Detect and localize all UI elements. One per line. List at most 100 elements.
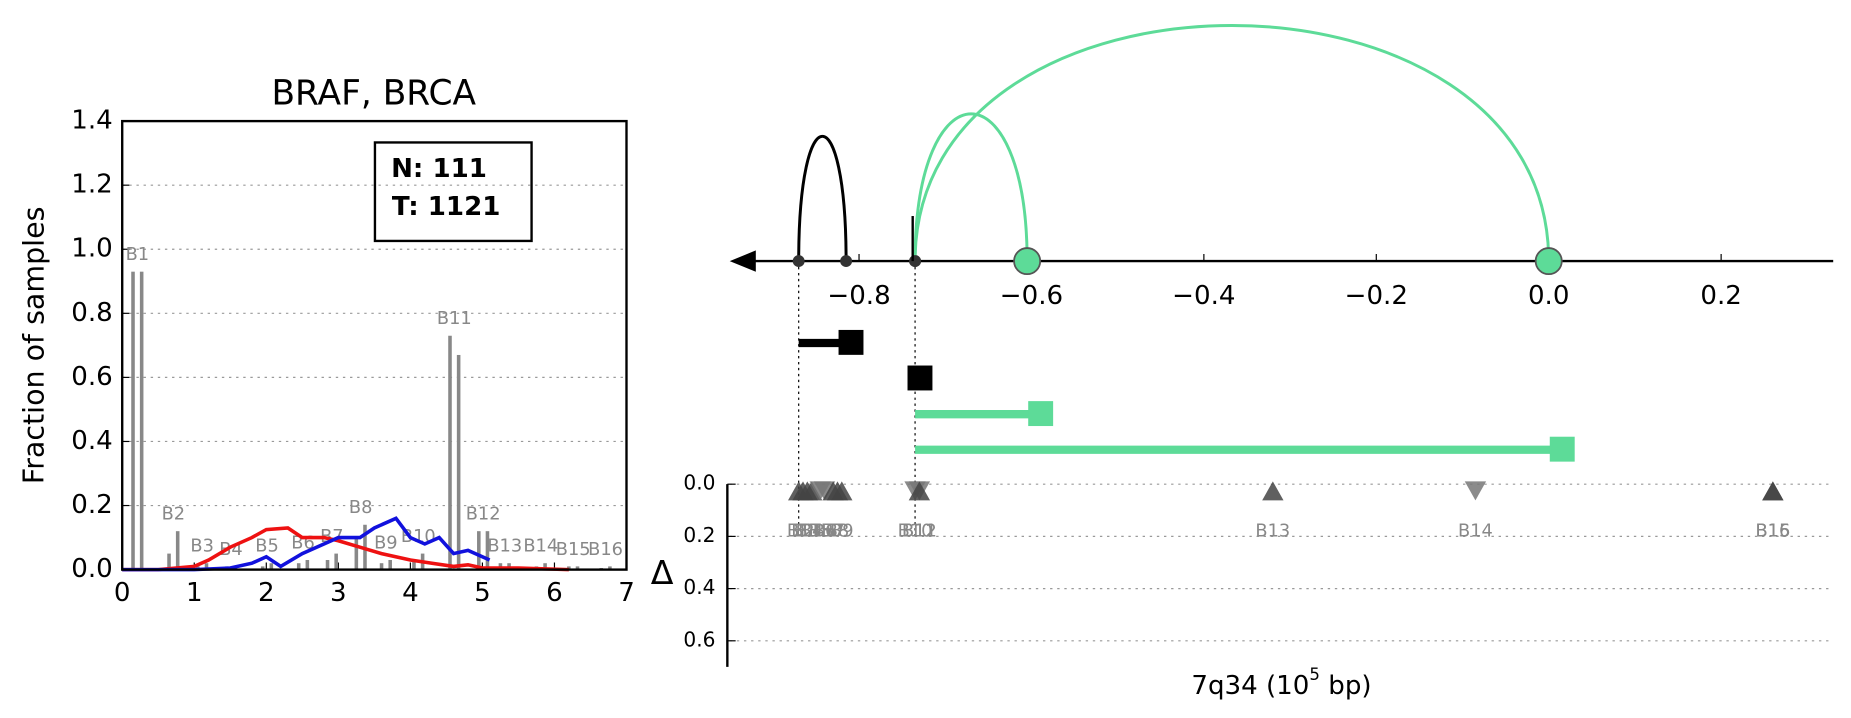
bar (354, 537, 359, 570)
x-tick-label: 0.0 (1528, 281, 1570, 311)
bar-label: B9 (374, 532, 398, 553)
line (122, 516, 491, 572)
annotation: T: 1121 (392, 192, 501, 222)
bar (334, 553, 338, 570)
bar (608, 566, 612, 570)
y-tick-label: 0.6 (71, 362, 113, 392)
marker-label: B13 (1255, 521, 1290, 542)
bar (139, 271, 144, 570)
marker-label: B12 (902, 521, 937, 542)
bar-label: B8 (349, 497, 373, 518)
x-tick-label: −0.8 (827, 281, 890, 311)
x-tick-label: −0.2 (1345, 281, 1408, 311)
delta-label: Δ (651, 553, 674, 592)
bar (575, 566, 580, 570)
y-tick-label: 0.2 (683, 523, 715, 547)
bar (379, 563, 384, 570)
bar-label: B12 (466, 504, 501, 525)
bar-label: B5 (255, 536, 279, 557)
right-x-label: 7q34 (105 bp) (1191, 665, 1371, 701)
x-tick-label: 5 (474, 578, 491, 608)
x-label-sup: 5 (1309, 665, 1320, 684)
arc-start (792, 255, 805, 268)
delta-marker (1262, 481, 1284, 501)
bar (388, 559, 392, 570)
marker-label: B2 (791, 521, 815, 542)
plot-frame (121, 119, 628, 571)
marker-label: B7 (821, 521, 845, 542)
y-tick-label: 1.4 (71, 106, 113, 136)
delta-marker (800, 481, 823, 501)
x-tick-label: 0 (114, 578, 131, 608)
marker-label: B5 (808, 521, 832, 542)
left-y-label: Fraction of samples (18, 207, 51, 485)
bar-label: B2 (162, 504, 186, 525)
x-label-part: 7q34 (10 (1191, 670, 1309, 700)
marker-label: B11 (902, 521, 937, 542)
bar (296, 563, 301, 570)
y-tick-label: 0.0 (71, 554, 113, 584)
marker-label: B16 (1755, 521, 1790, 542)
bar (543, 563, 547, 570)
arc-start (909, 255, 922, 268)
marker-label: B15 (1755, 521, 1790, 542)
delta-marker (908, 481, 931, 501)
bar (485, 531, 490, 570)
bar-label: B14 (523, 536, 558, 557)
arc-end (1534, 247, 1563, 276)
y-tick-label: 0.2 (71, 490, 113, 520)
bar (412, 559, 416, 570)
bar (204, 563, 209, 570)
bar (260, 566, 265, 570)
bar-label: B15 (556, 539, 591, 560)
y-tick-label: 0.4 (683, 575, 715, 599)
marker-label: B10 (898, 521, 933, 542)
bar-label: B1 (126, 244, 150, 265)
bar-label: B13 (487, 536, 522, 557)
annotation-box (373, 141, 533, 243)
bar (456, 354, 461, 570)
left-title: BRAF, BRCA (271, 73, 476, 113)
x-tick-label: 3 (330, 578, 347, 608)
y-tick-label: 1.2 (71, 170, 113, 200)
y-tick-label: 0.8 (71, 298, 113, 328)
x-label-part: bp) (1320, 670, 1372, 700)
x-tick-label: −0.4 (1172, 281, 1235, 311)
bar (325, 559, 330, 570)
delta-marker (813, 481, 836, 501)
x-tick-label: 2 (258, 578, 275, 608)
y-tick-label: 0.6 (683, 627, 715, 651)
bar (269, 563, 274, 570)
delta-marker (1762, 481, 1784, 501)
y-tick-label: 1.0 (71, 234, 113, 264)
arc (913, 23, 1551, 262)
x-tick-label: −0.6 (1000, 281, 1063, 311)
segment-end (907, 365, 933, 391)
arc (797, 134, 848, 262)
x-tick-label: 1 (186, 578, 203, 608)
segment-end (1549, 436, 1575, 462)
annotation: N: 111 (391, 154, 487, 184)
delta-marker (1464, 481, 1487, 501)
marker-label: B9 (830, 521, 854, 542)
x-tick-label: 4 (402, 578, 419, 608)
bar (167, 553, 171, 570)
marker-label: B8 (826, 521, 850, 542)
segment-end (1028, 401, 1054, 427)
x-tick-label: 6 (546, 578, 563, 608)
marker-label: B1 (787, 521, 811, 542)
marker-label: B4 (800, 521, 824, 542)
x-tick-label: 7 (618, 578, 635, 608)
bar (448, 335, 452, 570)
delta-marker (831, 481, 853, 501)
bar (305, 559, 310, 570)
arc-end (840, 255, 853, 268)
segment-end (838, 329, 864, 355)
bar (131, 271, 135, 570)
marker-label: B3 (796, 521, 820, 542)
marker-label: B14 (1458, 521, 1493, 542)
bar-label: B11 (437, 308, 472, 329)
axis-arrow (729, 250, 756, 272)
bar (175, 531, 180, 570)
